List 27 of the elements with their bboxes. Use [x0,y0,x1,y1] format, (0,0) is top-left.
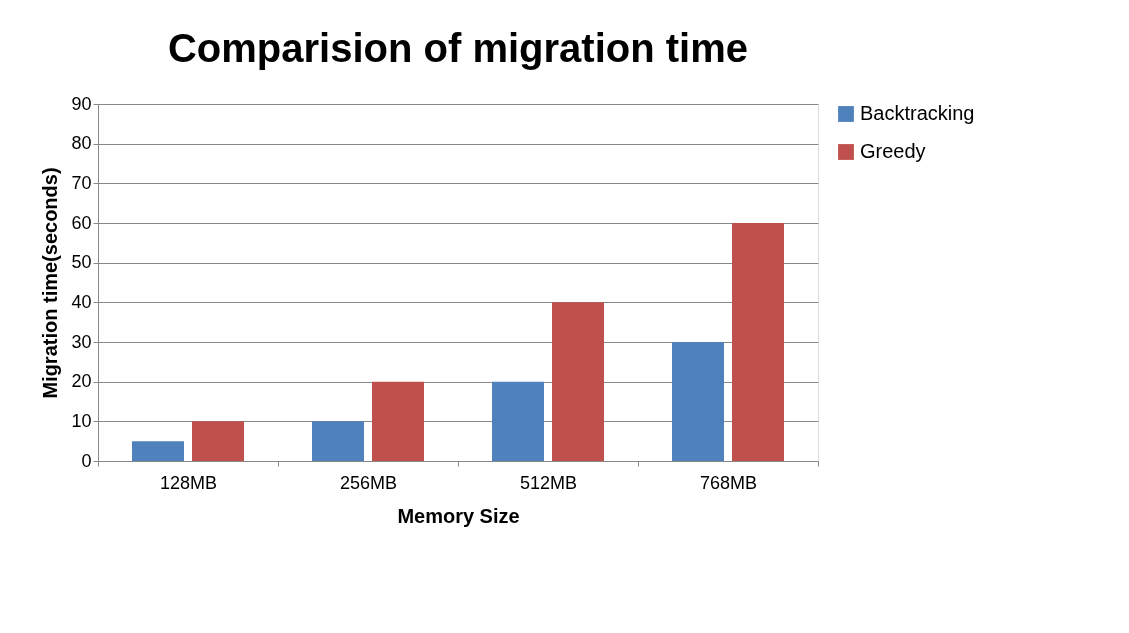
legend-label: Greedy [860,140,926,162]
x-tick-label: 768MB [699,472,758,493]
x-tick-label: 128MB [159,472,218,493]
y-tick-label: 80 [71,133,92,154]
y-tick-label: 20 [71,371,92,392]
bar [192,421,244,461]
bar [732,223,784,461]
bar [312,421,364,461]
bar [492,381,544,461]
bar [372,381,424,461]
chart-title: Comparision of migration time [167,26,749,70]
legend-label: Backtracking [860,102,975,124]
x-axis-title: Memory Size [397,504,520,527]
y-tick-label: 90 [71,93,92,114]
y-tick-label: 50 [71,252,92,273]
y-tick-label: 10 [71,410,92,431]
bar [672,342,724,461]
y-tick-label: 70 [71,172,92,193]
y-tick-label: 40 [71,291,92,312]
x-tick-label: 512MB [519,472,578,493]
y-tick-label: 30 [71,331,92,352]
y-tick-label: 0 [81,450,92,471]
y-tick-label: 60 [71,212,92,233]
bar [132,441,184,461]
bar [552,302,604,461]
y-axis-title: Migration time(seconds) [39,167,62,399]
x-tick-label: 256MB [339,472,398,493]
